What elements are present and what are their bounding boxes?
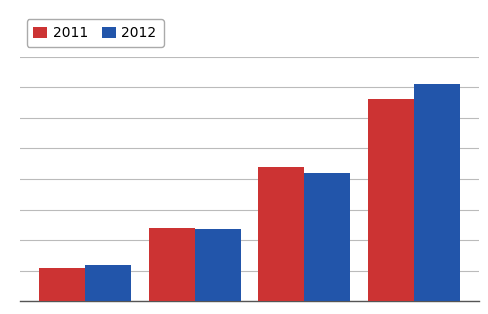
- Legend: 2011, 2012: 2011, 2012: [26, 19, 163, 47]
- Bar: [413, 84, 459, 301]
- Bar: [304, 173, 349, 301]
- Bar: [85, 265, 131, 301]
- Bar: [258, 167, 304, 301]
- Bar: [194, 229, 240, 301]
- Bar: [148, 228, 194, 301]
- Bar: [367, 99, 413, 301]
- Bar: [39, 268, 85, 301]
